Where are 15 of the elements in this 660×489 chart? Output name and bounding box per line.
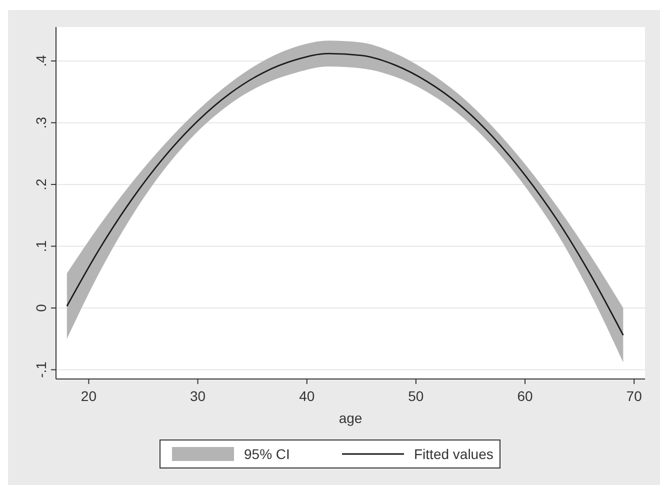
legend-label: 95% CI bbox=[244, 446, 290, 462]
y-tick-label: 0 bbox=[33, 304, 49, 312]
legend-label: Fitted values bbox=[414, 446, 494, 462]
x-tick-label: 70 bbox=[626, 388, 642, 404]
x-tick-label: 30 bbox=[190, 388, 206, 404]
y-tick-label: .1 bbox=[33, 240, 49, 252]
x-tick-label: 20 bbox=[80, 388, 97, 404]
y-tick-label: .4 bbox=[33, 54, 49, 67]
x-tick-label: 50 bbox=[408, 388, 424, 404]
x-tick-label: 60 bbox=[517, 388, 534, 404]
x-tick-label: 40 bbox=[299, 388, 315, 404]
y-tick-label: .2 bbox=[33, 178, 49, 190]
x-axis-title: age bbox=[338, 410, 362, 426]
y-tick-label: -.1 bbox=[33, 361, 49, 378]
y-tick-label: .3 bbox=[33, 116, 49, 129]
